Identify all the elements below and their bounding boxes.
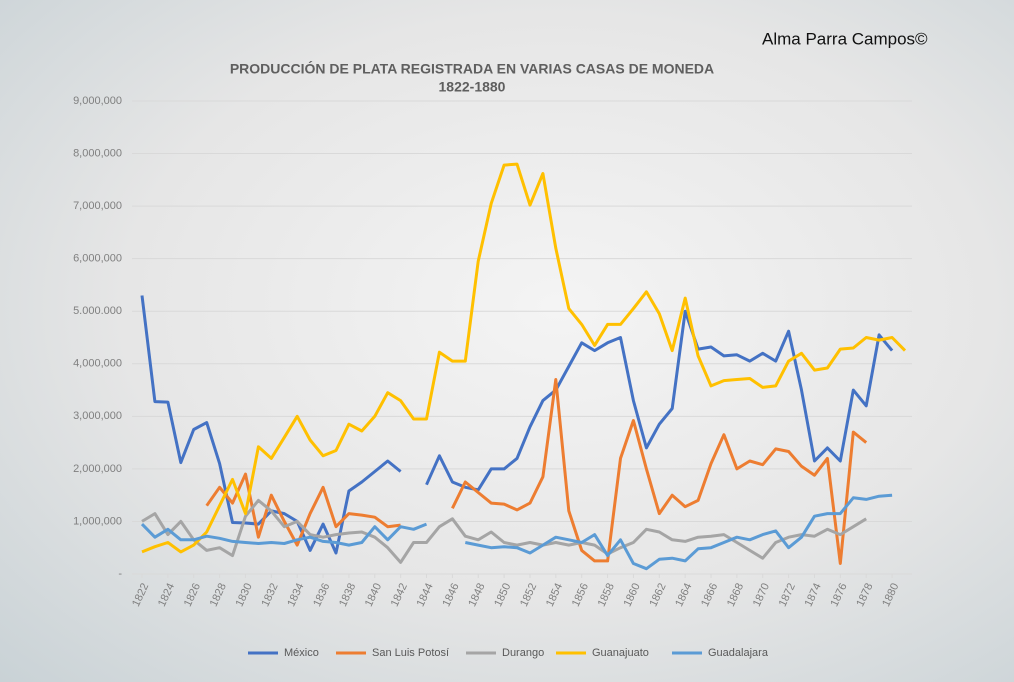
- x-tick-label: 1846: [441, 581, 462, 608]
- x-tick-label: 1858: [596, 581, 617, 608]
- y-tick-label: 1,000,000: [73, 515, 122, 527]
- x-tick-label: 1872: [777, 581, 798, 608]
- legend-item: Durango: [466, 647, 544, 659]
- y-tick-label: 9,000,000: [73, 95, 122, 107]
- x-tick-label: 1866: [699, 581, 720, 608]
- legend-label: Guanajuato: [592, 647, 649, 659]
- x-tick-label: 1870: [751, 581, 772, 608]
- legend-item: México: [248, 647, 319, 659]
- x-tick-label: 1844: [415, 581, 436, 608]
- legend-label: México: [284, 647, 319, 659]
- x-tick-label: 1880: [880, 581, 901, 608]
- legend-label: Guadalajara: [708, 647, 769, 659]
- x-tick-label: 1854: [544, 581, 565, 608]
- y-tick-label: 4,000,000: [73, 358, 122, 370]
- x-tick-label: 1836: [311, 581, 332, 608]
- x-tick-label: 1876: [828, 581, 849, 608]
- legend-item: Guadalajara: [672, 647, 769, 659]
- x-tick-label: 1868: [725, 581, 746, 608]
- legend-label: San Luis Potosí: [372, 647, 449, 659]
- y-tick-label: -: [118, 568, 122, 580]
- chart-subtitle: 1822-1880: [439, 79, 506, 95]
- x-tick-label: 1834: [285, 581, 306, 608]
- series-line: [205, 378, 868, 565]
- x-tick-label: 1840: [363, 581, 384, 608]
- y-tick-label: 3,000,000: [73, 410, 122, 422]
- y-tick-label: 6,000,000: [73, 253, 122, 265]
- x-tick-label: 1830: [234, 581, 255, 608]
- x-tick-label: 1828: [208, 581, 229, 608]
- x-tick-label: 1874: [803, 581, 824, 608]
- x-tick-label: 1856: [570, 581, 591, 608]
- y-tick-label: 5.000.000: [73, 305, 122, 317]
- x-tick-label: 1838: [337, 581, 358, 608]
- x-tick-label: 1842: [389, 581, 410, 608]
- legend-item: San Luis Potosí: [336, 647, 449, 659]
- x-tick-label: 1824: [156, 581, 177, 608]
- series-line: [141, 498, 867, 564]
- chart-title: PRODUCCIÓN DE PLATA REGISTRADA EN VARIAS…: [230, 60, 714, 77]
- x-tick-label: 1826: [182, 581, 203, 608]
- y-tick-label: 7,000,000: [73, 200, 122, 212]
- x-tick-label: 1850: [492, 581, 513, 608]
- x-tick-label: 1832: [259, 581, 280, 608]
- legend-label: Durango: [502, 647, 544, 659]
- x-tick-label: 1860: [622, 581, 643, 608]
- credit: Alma Parra Campos©: [762, 29, 928, 48]
- x-tick-label: 1878: [854, 581, 875, 608]
- x-tick-label: 1848: [466, 581, 487, 608]
- series-line: [140, 493, 893, 571]
- series-line: [141, 162, 907, 554]
- legend-item: Guanajuato: [556, 647, 649, 659]
- x-tick-label: 1862: [647, 581, 668, 608]
- y-tick-label: 8,000,000: [73, 147, 122, 159]
- y-tick-label: 2,000,000: [73, 463, 122, 475]
- x-tick-label: 1852: [518, 581, 539, 608]
- x-tick-label: 1822: [130, 581, 151, 608]
- x-tick-label: 1864: [673, 581, 694, 608]
